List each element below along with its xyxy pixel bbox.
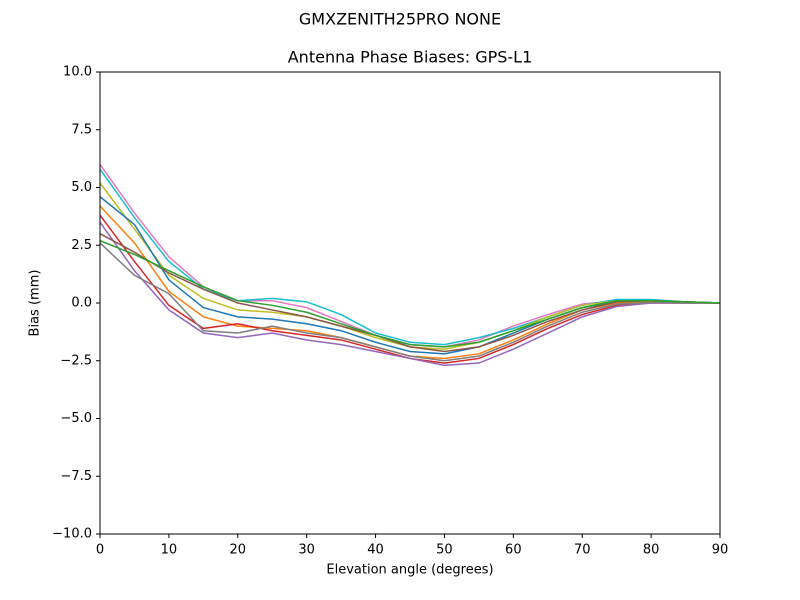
y-tick-label: 2.5 [71,238,92,253]
y-tick-label: 10.0 [63,65,92,80]
series-line [99,233,721,353]
x-tick-label: 80 [643,543,660,558]
x-axis-label: Elevation angle (degrees) [326,563,493,578]
x-tick-label: 0 [96,543,104,558]
y-tick-label: 0.0 [71,296,92,311]
chart-title: Antenna Phase Biases: GPS-L1 [288,48,533,67]
x-tick-label: 40 [367,543,384,558]
x-tick-label: 20 [230,543,247,558]
series-line [99,242,720,362]
x-tick-label: 70 [574,543,591,558]
x-tick-label: 50 [436,543,453,558]
y-tick-label: −2.5 [60,353,92,368]
y-tick-label: 7.5 [71,122,92,137]
y-tick-label: −7.5 [60,469,92,484]
x-tick-label: 60 [505,543,522,558]
y-tick-label: 5.0 [71,180,92,195]
plot-frame [99,71,721,535]
x-tick-label: 90 [712,543,729,558]
x-tick-label: 10 [161,543,178,558]
x-tick-label: 30 [298,543,315,558]
y-axis-label: Bias (mm) [28,270,43,337]
y-tick-label: −10.0 [52,527,92,542]
suptitle: GMXZENITH25PRO NONE [299,10,501,29]
series-line [99,221,720,367]
series-line [99,239,721,348]
y-tick-label: −5.0 [60,411,92,426]
